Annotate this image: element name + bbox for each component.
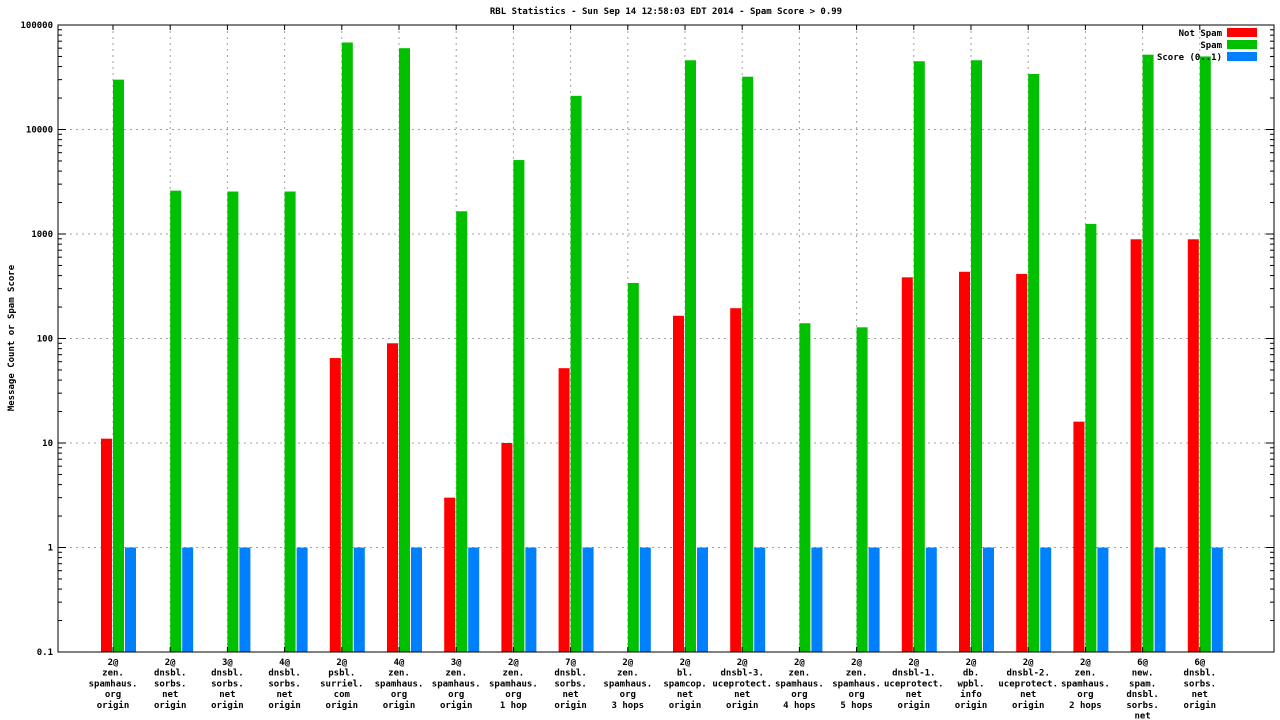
bar-score-0-1 bbox=[1211, 547, 1223, 652]
bar-score-0-1 bbox=[125, 547, 136, 652]
bar-score-0-1 bbox=[983, 547, 994, 652]
bar-not-spam bbox=[558, 368, 570, 652]
y-tick-label: 10 bbox=[42, 439, 53, 449]
bar-spam bbox=[1199, 56, 1211, 652]
bar-spam bbox=[913, 61, 925, 652]
legend-label-not-spam: Not Spam bbox=[1179, 29, 1223, 39]
bar-score-0-1 bbox=[411, 547, 422, 652]
bar-score-0-1 bbox=[468, 547, 480, 652]
y-tick-label: 1 bbox=[48, 544, 53, 554]
x-tick-label: 2@ zen. spamhaus. org 5 hops bbox=[832, 658, 881, 711]
x-tick-label: 4@ dnsbl. sorbs. net origin bbox=[268, 658, 301, 711]
bar-not-spam bbox=[901, 277, 913, 652]
x-tick-label: 2@ psbl. surriel. com origin bbox=[320, 658, 363, 711]
x-tick-label: 3@ dnsbl. sorbs. net origin bbox=[211, 658, 244, 711]
x-tick-label: 2@ dnsbl-2. uceprotect. net origin bbox=[998, 658, 1058, 711]
bar-score-0-1 bbox=[353, 547, 365, 652]
bar-not-spam bbox=[501, 443, 513, 652]
x-tick-label: 2@ zen. spamhaus. org origin bbox=[89, 658, 138, 711]
y-axis-title: Message Count or Spam Score bbox=[7, 264, 17, 411]
bar-score-0-1 bbox=[1154, 547, 1166, 652]
bar-spam bbox=[856, 327, 868, 652]
bar-score-0-1 bbox=[182, 547, 194, 652]
legend-swatch-spam bbox=[1227, 40, 1257, 49]
bar-spam bbox=[341, 42, 353, 653]
bar-spam bbox=[513, 160, 525, 653]
bar-not-spam bbox=[959, 271, 970, 652]
bar-not-spam bbox=[1073, 421, 1085, 652]
axis-labels-layer: 100000 10000 1000 100 10 1 0.1 2@ zen. spamhaus. o… bbox=[20, 21, 1216, 720]
y-tick-label: 10000 bbox=[26, 126, 53, 136]
bar-spam bbox=[627, 282, 639, 652]
x-tick-label: 2@ db. wpbl. info origin bbox=[955, 658, 988, 711]
legend-swatch-not-spam bbox=[1227, 28, 1257, 37]
bar-not-spam bbox=[444, 497, 456, 652]
bar-score-0-1 bbox=[1097, 547, 1109, 652]
legend-label-spam: Spam bbox=[1200, 41, 1222, 51]
x-tick-label: 2@ dnsbl-1. uceprotect. net origin bbox=[884, 658, 944, 711]
legend-swatch-score-0-1 bbox=[1227, 52, 1257, 61]
bar-score-0-1 bbox=[525, 547, 537, 652]
x-tick-label: 2@ zen. spamhaus. org 1 hop bbox=[489, 658, 538, 711]
x-tick-label: 2@ zen. spamhaus. org 2 hops bbox=[1061, 658, 1110, 711]
bar-score-0-1 bbox=[754, 547, 766, 652]
bar-spam bbox=[971, 60, 982, 652]
bar-spam bbox=[456, 211, 468, 652]
bar-spam bbox=[799, 323, 811, 652]
bar-not-spam bbox=[329, 358, 341, 652]
bar-spam bbox=[284, 191, 296, 653]
x-tick-label: 2@ bl. spamcop. net origin bbox=[663, 658, 706, 711]
legend: Not Spam Spam Score (0..1) bbox=[1157, 28, 1257, 63]
x-tick-label: 6@ dnsbl. sorbs. net origin bbox=[1184, 658, 1217, 711]
x-tick-label: 2@ dnsbl. sorbs. net origin bbox=[154, 658, 187, 711]
x-tick-label: 2@ zen. spamhaus. org 3 hops bbox=[603, 658, 652, 711]
bar-spam bbox=[570, 95, 582, 653]
x-tick-label: 4@ zen. spamhaus. org origin bbox=[375, 658, 424, 711]
y-tick-label: 100000 bbox=[20, 21, 53, 31]
bar-score-0-1 bbox=[1040, 547, 1052, 652]
y-tick-label: 1000 bbox=[31, 230, 53, 240]
tick-marks-layer bbox=[58, 24, 1274, 653]
bar-not-spam bbox=[1016, 273, 1028, 652]
x-tick-label: 2@ zen. spamhaus. org 4 hops bbox=[775, 658, 824, 711]
y-tick-label: 100 bbox=[37, 335, 53, 345]
bar-not-spam bbox=[1187, 239, 1199, 652]
bars-layer bbox=[101, 42, 1223, 653]
bar-spam bbox=[113, 79, 124, 653]
bar-not-spam bbox=[730, 308, 742, 652]
bar-spam bbox=[227, 191, 239, 653]
bar-not-spam bbox=[1130, 239, 1142, 652]
bar-spam bbox=[685, 60, 696, 652]
bar-spam bbox=[1085, 223, 1097, 652]
bar-score-0-1 bbox=[868, 547, 880, 652]
bar-score-0-1 bbox=[811, 547, 823, 652]
bar-not-spam bbox=[673, 315, 684, 652]
bar-spam bbox=[742, 76, 754, 652]
bar-spam bbox=[170, 190, 182, 652]
bar-score-0-1 bbox=[697, 547, 708, 652]
legend-label-score-0-1: Score (0..1) bbox=[1157, 53, 1222, 63]
bar-score-0-1 bbox=[239, 547, 251, 652]
x-tick-label: 7@ dnsbl. sorbs. net origin bbox=[554, 658, 587, 711]
bar-score-0-1 bbox=[582, 547, 594, 652]
y-tick-label: 0.1 bbox=[37, 648, 53, 658]
bar-not-spam bbox=[101, 438, 112, 652]
chart-title: RBL Statistics - Sun Sep 14 12:58:03 EDT… bbox=[490, 6, 842, 17]
bar-spam bbox=[1028, 73, 1040, 653]
x-tick-label: 2@ dnsbl-3. uceprotect. net origin bbox=[712, 658, 772, 711]
bar-score-0-1 bbox=[925, 547, 937, 652]
bar-score-0-1 bbox=[296, 547, 308, 652]
bar-score-0-1 bbox=[639, 547, 651, 652]
bar-spam bbox=[399, 48, 410, 653]
bar-spam bbox=[1142, 54, 1154, 652]
bar-not-spam bbox=[387, 343, 398, 652]
x-tick-label: 3@ zen. spamhaus. org origin bbox=[432, 658, 481, 711]
